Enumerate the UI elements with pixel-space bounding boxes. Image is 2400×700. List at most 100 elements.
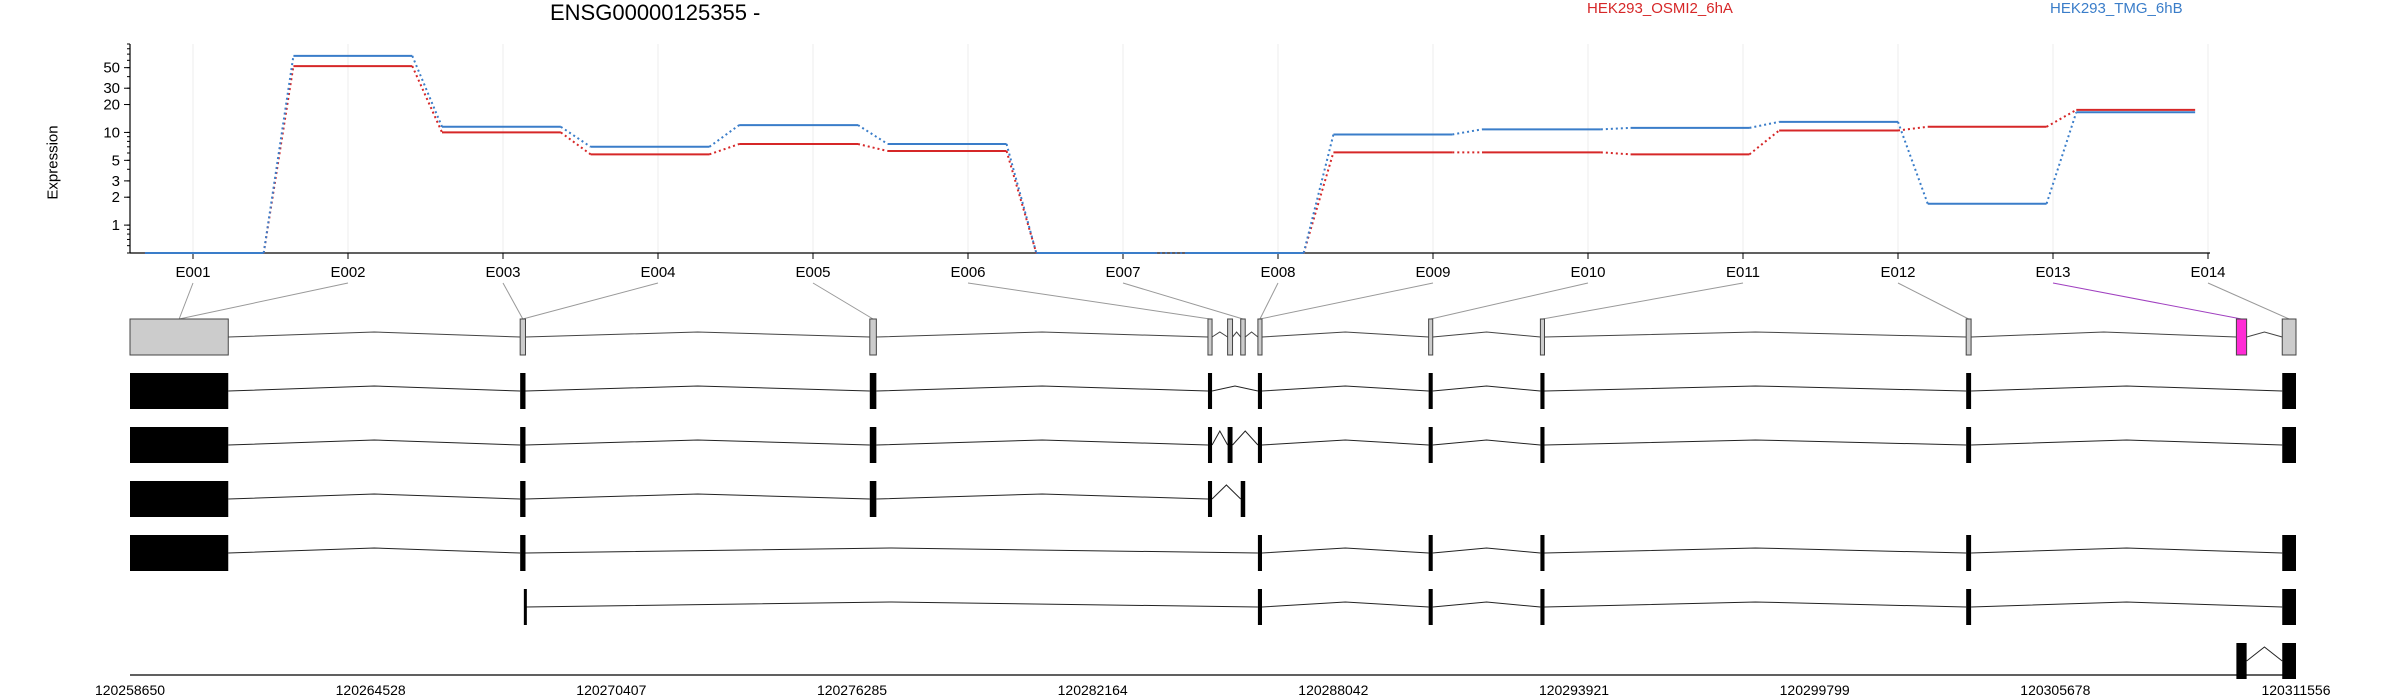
- transcript-exon: [2282, 589, 2296, 625]
- series-connector: [1749, 120, 1780, 129]
- series-connector: [1302, 134, 1335, 254]
- gene-exon-block: [1965, 318, 1972, 356]
- transcript-intron: [1211, 385, 1259, 392]
- transcript-intron: [1261, 385, 1429, 392]
- transcript-exon: [1257, 427, 1263, 463]
- y-tick-label: 20: [103, 97, 120, 114]
- transcript-1: [130, 373, 2296, 409]
- transcript-intron: [525, 439, 870, 446]
- transcript-exon: [130, 427, 229, 463]
- y-tick-label: 3: [112, 173, 120, 190]
- transcript-exon: [1966, 589, 1972, 625]
- grid-layer: [192, 44, 2209, 253]
- exon-connector: [1897, 282, 1969, 320]
- gene-model-layer: [129, 318, 2297, 356]
- transcript-exon: [1207, 427, 1213, 463]
- gene-exon-block: [1257, 318, 1263, 356]
- transcript-intron: [228, 493, 521, 500]
- transcript-intron: [525, 385, 870, 392]
- gene-intron: [1544, 331, 1967, 338]
- gene-intron: [1432, 331, 1541, 338]
- transcript-exon: [1428, 427, 1433, 463]
- transcript-intron: [1544, 601, 1967, 608]
- series-connector: [1005, 143, 1038, 254]
- transcript-intron: [876, 385, 1208, 392]
- gene-exon-block: [129, 318, 229, 356]
- exon-connector: [1122, 282, 1244, 320]
- x-tick-label-e011: E011: [1726, 264, 1760, 281]
- gene-model: [129, 318, 2297, 356]
- x-tick-label-e004: E004: [640, 264, 675, 281]
- transcript-exon: [1207, 481, 1213, 517]
- series-connector: [1600, 126, 1631, 131]
- exon-connector: [179, 282, 349, 320]
- transcript-exon: [1240, 481, 1246, 517]
- series-layer: [144, 54, 2196, 254]
- transcript-intron: [1432, 385, 1541, 392]
- transcript-4: [130, 535, 2296, 571]
- genomic-tick-label: 120305678: [2020, 682, 2090, 698]
- transcript-exon: [869, 427, 877, 463]
- transcript-layer: [130, 373, 2296, 679]
- transcript-intron: [1544, 547, 1967, 554]
- series-connector: [708, 124, 740, 148]
- transcript-exon: [1428, 535, 1433, 571]
- gene-intron: [1261, 331, 1429, 338]
- transcript-exon: [2282, 535, 2296, 571]
- series-connector: [1452, 128, 1483, 136]
- gene-exon-block: [2235, 318, 2248, 356]
- series-connector: [411, 55, 443, 128]
- series-connector: [2045, 111, 2078, 205]
- genomic-tick-label: 120264528: [336, 682, 406, 698]
- transcript-exon: [1540, 589, 1545, 625]
- x-tick-label-e003: E003: [485, 264, 520, 281]
- transcript-exon: [1227, 427, 1233, 463]
- x-tick-label-e005: E005: [795, 264, 830, 281]
- genomic-tick-label: 120311556: [2261, 682, 2330, 698]
- transcript-intron: [228, 385, 521, 392]
- x-tick-label-e006: E006: [950, 264, 985, 281]
- series-connector: [1897, 121, 1929, 205]
- transcript-exon: [2282, 427, 2296, 463]
- gene-intron: [525, 331, 870, 338]
- x-tick-label-e010: E010: [1570, 264, 1605, 281]
- x-tick-label-e008: E008: [1260, 264, 1295, 281]
- series-connector: [857, 143, 888, 152]
- x-tick-label-e013: E013: [2035, 264, 2070, 281]
- gene-exon-block: [869, 318, 877, 356]
- x-tick-label-e002: E002: [330, 264, 365, 281]
- transcript-intron: [1232, 430, 1259, 446]
- exon-connector: [967, 282, 1211, 320]
- transcript-intron: [1211, 484, 1242, 500]
- transcript-exon: [2282, 373, 2296, 409]
- transcript-intron: [1261, 601, 1429, 608]
- transcript-intron: [1971, 439, 2283, 446]
- series-connector: [262, 55, 295, 254]
- gene-exon-block: [2281, 318, 2297, 356]
- transcript-exon: [1257, 535, 1263, 571]
- gene-intron: [2246, 331, 2283, 338]
- transcript-intron: [228, 547, 521, 554]
- transcript-exon: [520, 535, 526, 571]
- transcript-exon: [1540, 373, 1545, 409]
- series-connector: [2046, 109, 2077, 128]
- gene-exon-block: [1207, 318, 1213, 356]
- gene-intron: [1244, 331, 1259, 338]
- gene-exon-block: [1227, 318, 1234, 356]
- transcript-intron: [1971, 385, 2283, 392]
- transcript-exon: [1540, 535, 1545, 571]
- legend-entry-osmi2: HEK293_OSMI2_6hA: [1587, 0, 1733, 17]
- gene-intron: [228, 331, 521, 338]
- y-tick-label: 10: [103, 124, 120, 141]
- transcript-exon: [1966, 535, 1972, 571]
- gene-intron: [876, 331, 1208, 338]
- transcript-intron: [1432, 547, 1541, 554]
- series-0: [144, 65, 2196, 254]
- series-1: [144, 54, 2196, 254]
- y-tick-label: 50: [103, 60, 120, 77]
- x-tick-label-e012: E012: [1880, 264, 1915, 281]
- transcript-exon: [869, 373, 877, 409]
- transcript-intron: [1261, 439, 1429, 446]
- gene-exon-block: [1428, 318, 1434, 356]
- transcript-exon: [2282, 643, 2296, 679]
